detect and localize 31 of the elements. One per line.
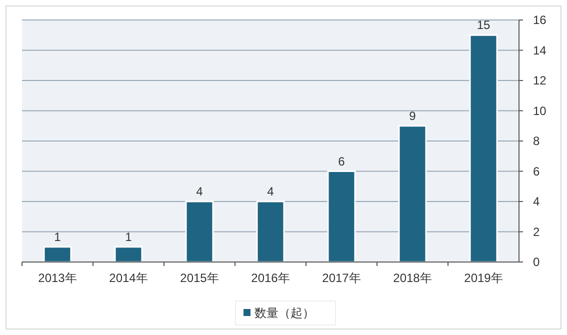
data-label: 9 bbox=[409, 108, 416, 123]
data-label: 6 bbox=[338, 154, 346, 168]
bar bbox=[469, 34, 498, 263]
bar bbox=[256, 200, 285, 263]
x-tick-label: 2018年 bbox=[393, 271, 432, 285]
bar bbox=[43, 246, 72, 263]
y-tick-label: 8 bbox=[533, 134, 540, 148]
y-tick-label: 0 bbox=[533, 255, 540, 269]
y-tick-label: 2 bbox=[533, 224, 540, 239]
bar bbox=[327, 170, 356, 263]
data-label: 4 bbox=[267, 184, 274, 198]
x-tick-label: 2013年 bbox=[38, 271, 77, 285]
y-tick-label: 14 bbox=[533, 43, 547, 58]
x-tick-label: 2016年 bbox=[251, 271, 290, 285]
y-tick-label: 16 bbox=[533, 13, 547, 27]
x-tick-label: 2015年 bbox=[180, 271, 219, 285]
bar bbox=[185, 200, 214, 263]
data-label: 1 bbox=[54, 230, 62, 244]
bar bbox=[398, 125, 427, 263]
data-label: 15 bbox=[476, 18, 490, 32]
bar bbox=[114, 246, 143, 263]
y-tick-label: 12 bbox=[533, 74, 547, 88]
x-tick-label: 2019年 bbox=[464, 271, 503, 285]
x-tick-label: 2014年 bbox=[109, 271, 148, 285]
legend-label: 数量（起） bbox=[254, 306, 314, 320]
data-label: 1 bbox=[125, 230, 132, 244]
y-tick-label: 4 bbox=[533, 194, 540, 208]
data-label: 4 bbox=[196, 184, 204, 198]
y-tick-label: 6 bbox=[533, 164, 540, 178]
y-tick-label: 10 bbox=[533, 104, 547, 118]
x-tick-label: 2017年 bbox=[322, 271, 361, 285]
